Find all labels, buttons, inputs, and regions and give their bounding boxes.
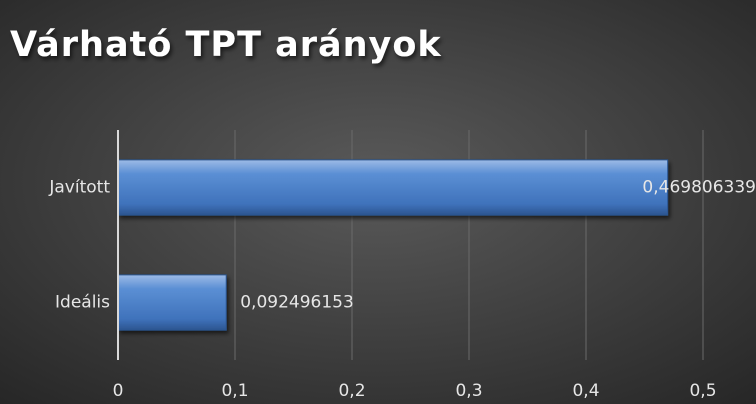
bar bbox=[117, 159, 669, 216]
bar bbox=[117, 274, 227, 331]
data-label: 0,469806339 bbox=[642, 178, 756, 198]
y-tick-label: Javított bbox=[48, 178, 110, 198]
x-tick-label: 0 bbox=[113, 381, 124, 401]
y-tick-label: Ideális bbox=[55, 293, 110, 313]
x-tick-label: 0,3 bbox=[455, 381, 482, 401]
chart-title: Várható TPT arányok bbox=[10, 25, 442, 65]
data-label: 0,092496153 bbox=[240, 293, 354, 313]
x-tick-label: 0,4 bbox=[572, 381, 599, 401]
x-tick-label: 0,2 bbox=[338, 381, 365, 401]
x-tick-label: 0,1 bbox=[221, 381, 248, 401]
x-tick-label: 0,5 bbox=[689, 381, 716, 401]
